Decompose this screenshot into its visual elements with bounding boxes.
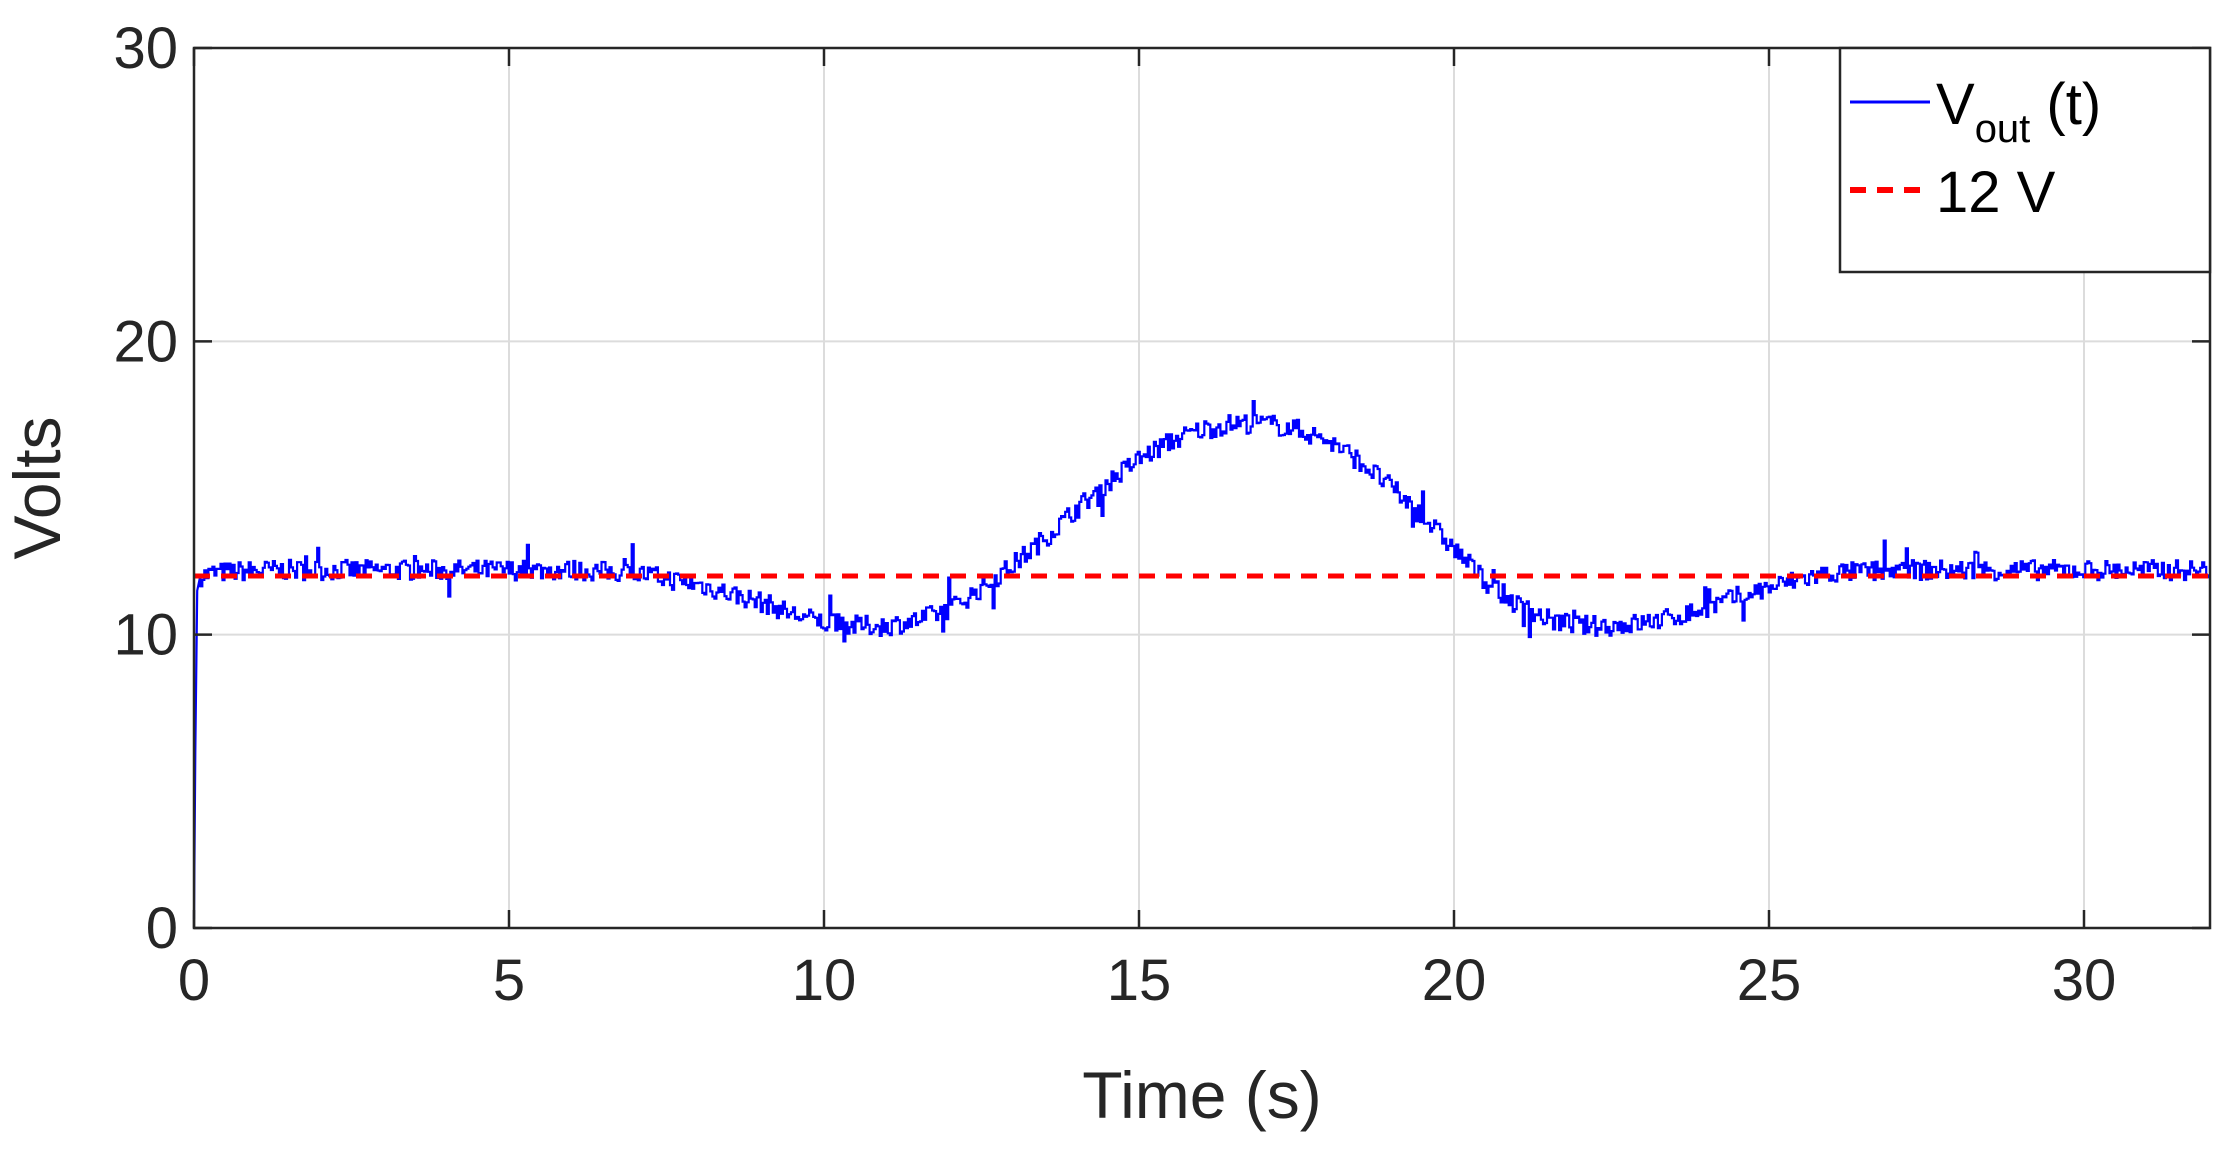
axes-box	[192, 46, 2212, 930]
x-tick-label-0: 0	[178, 948, 210, 1013]
y-tick-label-3: 30	[113, 16, 178, 81]
series-line-vout	[192, 400, 2210, 920]
legend-entry-12v: 12 V	[1936, 160, 2056, 225]
x-tick-label-6: 30	[2052, 948, 2117, 1013]
y-axis-label: Volts	[0, 416, 74, 559]
legend-entry-vout-subscript: out	[1975, 107, 2031, 151]
y-tick-label-0: 0	[146, 896, 178, 961]
x-tick-label-4: 20	[1422, 948, 1487, 1013]
ticks: 0 5 10 15 20 25 30 0 10 20 30	[113, 16, 2210, 1013]
x-axis-label: Time (s)	[1082, 1058, 1322, 1132]
legend-box	[1838, 46, 2212, 274]
legend-entry-vout-rest: (t)	[2030, 72, 2101, 137]
y-tick-label-1: 10	[113, 603, 178, 668]
x-tick-label-5: 25	[1737, 948, 1802, 1013]
legend-entry-vout-main: V	[1936, 72, 1975, 137]
legend: Vout (t) 12 V	[1838, 46, 2212, 274]
x-tick-label-3: 15	[1107, 948, 1172, 1013]
grid	[194, 48, 2210, 928]
series-layer	[192, 400, 2210, 920]
y-tick-label-2: 20	[113, 309, 178, 374]
x-tick-label-1: 5	[493, 948, 525, 1013]
x-tick-label-2: 10	[792, 948, 857, 1013]
legend-entry-vout: Vout (t)	[1936, 72, 2101, 151]
